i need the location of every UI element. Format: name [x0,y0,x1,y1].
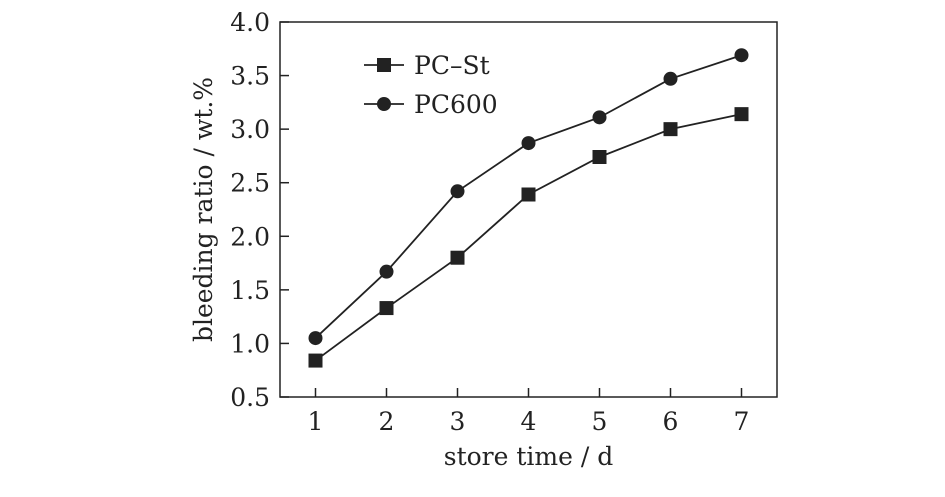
legend: PC–St PC600 [364,51,498,119]
legend-item: PC–St [364,51,490,80]
data-point [663,71,678,86]
data-point [592,150,607,164]
legend-item: PC600 [364,90,498,119]
y-tick-label: 1.5 [230,276,270,305]
x-axis-title: store time / d [444,442,613,471]
data-point [734,107,749,122]
y-axis-ticks: 0.5 1.0 1.5 2.0 2.5 3.0 3.5 4.0 [230,8,289,412]
data-point [450,250,465,265]
data-point [592,110,607,125]
y-tick-label: 0.5 [230,383,270,412]
plot-frame [279,21,778,398]
series-square [308,107,749,368]
data-point [308,353,323,368]
series-line [314,113,742,362]
data-point [308,331,323,346]
y-tick-label: 3.5 [230,62,270,91]
y-axis-title: bleeding ratio / wt.% [189,77,218,342]
x-tick-label: 6 [663,407,679,436]
x-tick-label: 7 [734,407,750,436]
data-point [663,122,678,137]
y-tick-label: 3.0 [230,115,270,144]
legend-marker [377,58,391,72]
legend-marker [377,97,391,111]
data-point [521,136,536,151]
x-tick-label: 1 [308,407,324,436]
legend-label: PC600 [414,90,498,119]
data-point [379,301,394,316]
data-point [734,48,749,63]
data-point [450,184,465,199]
data-point [379,264,394,279]
x-tick-label: 2 [379,407,395,436]
legend-label: PC–St [414,51,490,80]
x-axis-ticks: 1 2 3 4 5 6 7 [308,388,750,436]
y-tick-label: 2.0 [230,222,270,251]
x-tick-label: 3 [450,407,466,436]
x-tick-label: 5 [592,407,608,436]
series-layer [308,48,749,368]
y-tick-label: 1.0 [230,329,270,358]
y-tick-label: 4.0 [230,8,270,37]
y-tick-label: 2.5 [230,169,270,198]
series-circle [308,48,749,346]
data-point [521,187,536,202]
x-tick-label: 4 [521,407,537,436]
